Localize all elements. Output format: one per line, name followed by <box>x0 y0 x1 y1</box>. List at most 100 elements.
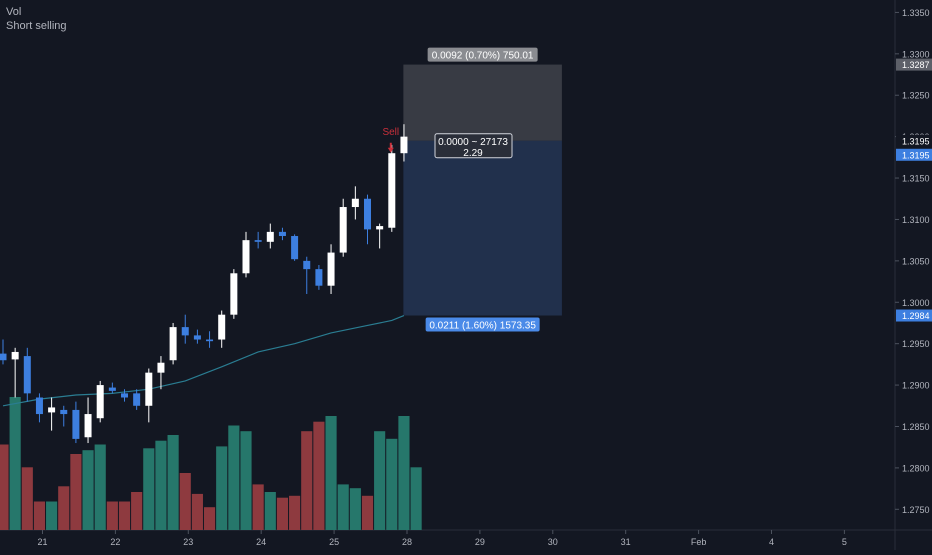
volume-bar <box>276 497 289 530</box>
volume-bar <box>410 467 422 530</box>
center-label-line1: 0.0000 ~ 27173 <box>438 137 508 148</box>
candle[interactable] <box>266 223 274 249</box>
price-tag-bg <box>896 148 932 161</box>
price-tag-label: 1.2984 <box>902 311 930 321</box>
sell-arrow-icon <box>387 142 394 153</box>
price-tick-label: 1.2850 <box>902 422 930 432</box>
candle[interactable] <box>48 397 56 431</box>
candle[interactable] <box>72 401 80 444</box>
candle-body <box>145 372 153 406</box>
candle[interactable] <box>11 347 19 398</box>
volume-bar <box>0 444 9 530</box>
candle-body <box>133 393 141 406</box>
volume-bar <box>361 495 374 530</box>
candle[interactable] <box>206 331 214 348</box>
candle[interactable] <box>0 339 7 365</box>
stop-label[interactable]: 0.0211 (1.60%) 1573.35 <box>425 317 540 332</box>
candle-body <box>206 339 214 342</box>
candle[interactable] <box>96 380 104 423</box>
candle[interactable] <box>181 314 189 344</box>
price-tick-label: 1.2950 <box>902 339 930 349</box>
time-tick-label: 28 <box>402 537 412 547</box>
stop-label-bg <box>425 317 540 332</box>
candle-body <box>218 314 226 340</box>
volume-bar <box>191 493 203 530</box>
candle[interactable] <box>169 322 177 365</box>
candle[interactable] <box>84 397 92 444</box>
candle-body <box>254 240 262 242</box>
candle-body <box>266 231 274 242</box>
volume-bar <box>386 438 398 530</box>
candle[interactable] <box>242 231 250 278</box>
candle[interactable] <box>121 389 128 402</box>
candle-body <box>96 385 104 419</box>
candle[interactable] <box>351 186 359 220</box>
candle-body <box>181 327 189 336</box>
candle[interactable] <box>400 124 408 162</box>
price-tick-label: 1.3150 <box>902 174 930 184</box>
candle[interactable] <box>388 144 396 232</box>
candle-body <box>351 198 359 208</box>
center-label-line2: 2.29 <box>463 148 483 159</box>
price-tag-label: 1.3287 <box>902 60 930 70</box>
candle[interactable] <box>230 269 238 319</box>
price-tick-label: 1.3100 <box>902 215 930 225</box>
stop-zone[interactable] <box>403 140 562 316</box>
candle-body <box>193 335 201 340</box>
candle[interactable] <box>364 194 371 245</box>
candle-body <box>388 153 396 228</box>
candle-body <box>303 260 311 270</box>
time-tick-label: 30 <box>548 537 558 547</box>
volume-bar <box>167 435 179 530</box>
candle-body <box>108 387 116 391</box>
candle[interactable] <box>315 265 323 290</box>
price-tick-label: 1.3350 <box>902 8 930 18</box>
candle[interactable] <box>303 256 311 294</box>
time-tick-label: 25 <box>329 537 339 547</box>
volume-bar <box>118 501 131 530</box>
price-tag-bg <box>896 58 932 71</box>
target-label-bg <box>427 47 538 62</box>
price-tick-label: 1.3300 <box>902 49 930 59</box>
candle-body <box>72 409 80 439</box>
candle[interactable] <box>193 329 201 344</box>
volume-bar <box>349 488 361 530</box>
candle[interactable] <box>108 382 116 394</box>
candle-body <box>278 231 286 237</box>
candle[interactable] <box>339 198 347 257</box>
volume-bar <box>313 421 325 530</box>
candle[interactable] <box>218 310 226 348</box>
candle[interactable] <box>35 393 43 423</box>
price-tick-label: 1.2800 <box>902 463 930 473</box>
candle-body <box>291 236 299 260</box>
candle-body <box>23 356 31 394</box>
volume-bar <box>240 431 252 530</box>
candle-body <box>400 136 408 154</box>
candle[interactable] <box>327 244 335 294</box>
candle[interactable] <box>23 347 31 402</box>
candle[interactable] <box>145 368 153 423</box>
price-tag: 1.3195 <box>896 148 932 161</box>
time-tick-label: 31 <box>621 537 631 547</box>
candle[interactable] <box>60 405 68 427</box>
target-zone[interactable] <box>403 64 562 141</box>
candle[interactable] <box>133 389 141 410</box>
volume-bar <box>289 495 301 530</box>
target-label[interactable]: 0.0092 (0.70%) 750.01 <box>427 47 538 62</box>
volume-bar <box>106 501 118 530</box>
candle-body <box>84 414 92 438</box>
time-tick-label: 5 <box>842 537 847 547</box>
candle[interactable] <box>157 356 165 390</box>
candle[interactable] <box>254 231 262 249</box>
candle-body <box>48 407 56 413</box>
candle[interactable] <box>376 223 384 249</box>
price-tick-label: 1.2900 <box>902 381 930 391</box>
candle[interactable] <box>278 227 286 241</box>
volume-bar <box>94 444 106 530</box>
candle[interactable] <box>291 234 299 261</box>
volume-bar <box>337 484 349 530</box>
candle-body <box>315 269 323 286</box>
